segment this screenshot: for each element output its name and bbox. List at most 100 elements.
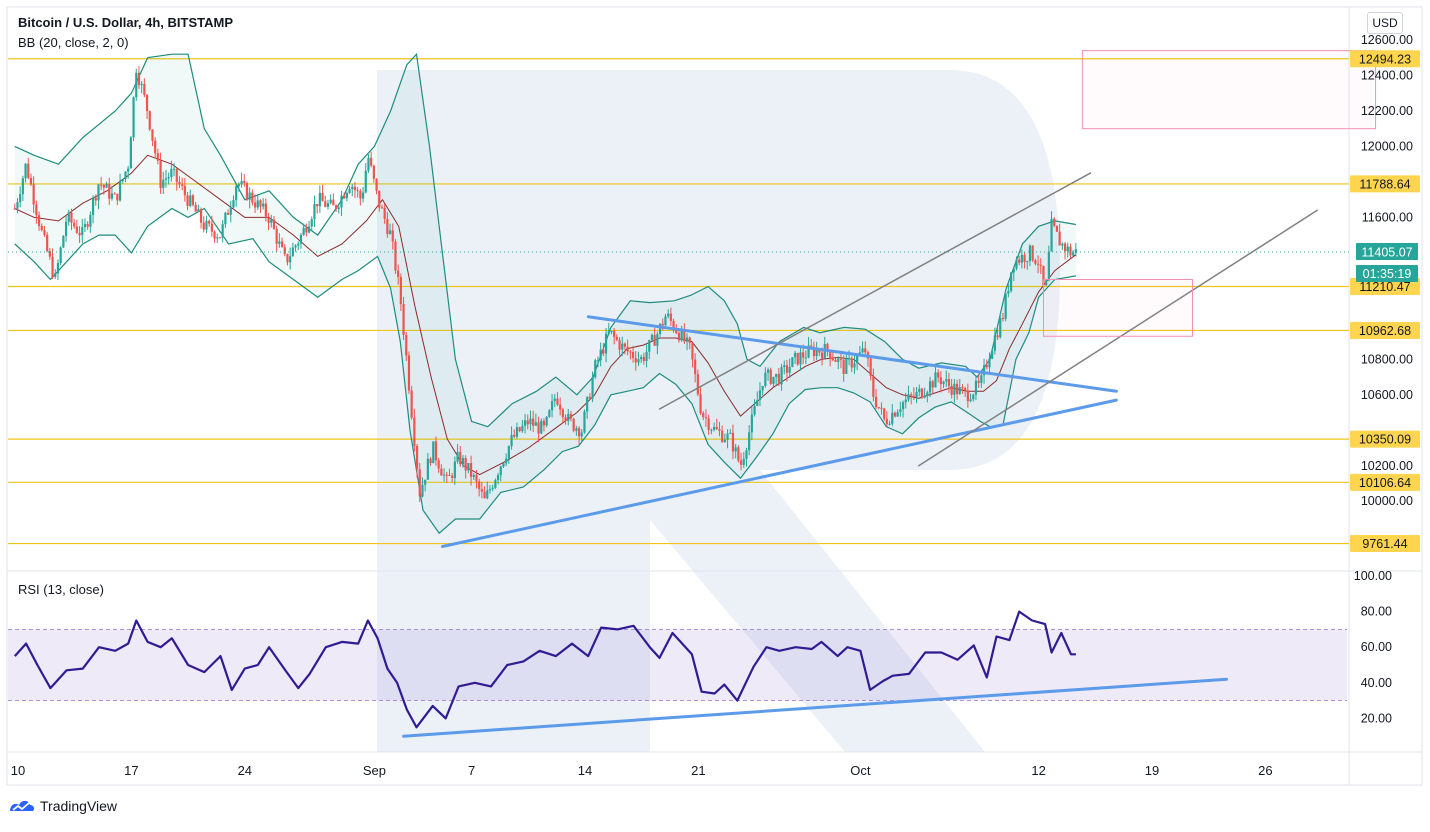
candle-body [372, 165, 375, 179]
candle-body [307, 226, 311, 233]
candle-body [923, 395, 926, 398]
candle-body [991, 350, 994, 359]
candle-body [853, 363, 856, 368]
candle-body [191, 195, 195, 205]
triangle-trendline-0[interactable] [586, 315, 1118, 393]
rsi-axis[interactable]: 100.00 80.00 60.00 40.00 20.00 [1354, 569, 1392, 725]
candle-body [629, 351, 632, 353]
candle-body [653, 334, 656, 346]
candle-body [553, 398, 556, 402]
candle-body [397, 270, 400, 277]
level-tag-label: 10962.68 [1359, 324, 1411, 338]
chart-title[interactable]: Bitcoin / U.S. Dollar, 4h, BITSTAMP [18, 15, 234, 30]
level-tag-label: 10350.09 [1359, 433, 1411, 447]
candle-body [561, 409, 564, 418]
candle-body [353, 186, 357, 191]
candle-body [475, 474, 478, 482]
candle-body [569, 413, 573, 419]
price-axis[interactable]: 12600.00 12400.00 12200.00 12000.00 11600.00… [1361, 33, 1413, 508]
level-tag-label: 11788.64 [1359, 177, 1410, 191]
candle-body [240, 181, 243, 185]
candle-body [494, 480, 497, 488]
candle-body [621, 343, 624, 350]
rsi-tick-label: 80.00 [1361, 605, 1392, 619]
candle-body [1066, 246, 1069, 252]
indicator-legend-bb[interactable]: BB (20, close, 2, 0) [18, 35, 129, 50]
rsi-trendline-0[interactable] [402, 677, 1229, 738]
channel-line-2[interactable] [658, 172, 1092, 410]
candle-body [162, 179, 165, 188]
candle-body [267, 216, 270, 223]
candle-body [1012, 268, 1015, 273]
indicator-legend-rsi[interactable]: RSI (13, close) [18, 582, 104, 597]
time-axis[interactable]: 10 17 24 Sep 7 14 21 Oct 12 19 26 [11, 763, 1273, 778]
candle-body [256, 200, 259, 208]
candle-body [769, 369, 772, 384]
candle-body [915, 391, 918, 398]
candle-body [164, 178, 168, 180]
candle-body [712, 427, 716, 430]
candle-body [499, 466, 502, 476]
candle-body [964, 388, 967, 391]
candle-body [237, 184, 240, 187]
candle-body [523, 420, 527, 426]
candle-body [793, 352, 797, 358]
candle-body [1034, 260, 1037, 264]
candle-body [648, 340, 651, 352]
candle-body [764, 372, 767, 386]
target-box-1[interactable] [1042, 278, 1193, 337]
candle-body [302, 227, 305, 235]
candle-body [872, 375, 875, 397]
candle-body [226, 212, 230, 215]
tradingview-brand[interactable]: TradingView [8, 797, 117, 815]
candle-body [912, 395, 915, 398]
candle-body [588, 396, 591, 399]
candle-body [270, 219, 273, 223]
candle-body [329, 199, 332, 204]
candle-body [459, 451, 462, 465]
candle-body [386, 218, 389, 234]
candle-body [407, 355, 411, 391]
candle-body [178, 181, 181, 185]
triangle-trendline-1[interactable] [440, 398, 1118, 548]
candle-body [988, 358, 991, 368]
candle-body [129, 137, 132, 169]
target-boxes[interactable] [1042, 50, 1377, 337]
candle-body [310, 219, 313, 227]
time-tick-label: 17 [124, 763, 138, 778]
currency-button[interactable]: USD [1367, 12, 1403, 34]
candle-body [13, 208, 16, 210]
candle-body [391, 230, 394, 242]
trendlines[interactable] [402, 172, 1318, 738]
target-box-0[interactable] [1081, 50, 1377, 130]
candle-body [694, 359, 697, 375]
candle-body [1053, 218, 1056, 226]
candle-body [1004, 293, 1007, 319]
candle-body [667, 313, 670, 317]
candle-body [189, 195, 192, 206]
candle-body [248, 192, 251, 200]
candle-body [70, 212, 73, 223]
candle-body [783, 365, 786, 368]
candle-body [1007, 290, 1010, 294]
candle-body [40, 225, 43, 231]
level-tag [1350, 175, 1420, 193]
rsi-tick-label: 40.00 [1361, 676, 1392, 690]
candle-body [37, 215, 41, 226]
candle-body [216, 237, 219, 239]
candle-body [154, 140, 157, 154]
candle-body [1042, 265, 1045, 286]
candle-body [1072, 252, 1075, 256]
level-tag [1350, 535, 1420, 553]
price-tick-label: 10000.00 [1361, 494, 1413, 508]
candle-body [46, 234, 49, 252]
price-tick-label: 10800.00 [1361, 352, 1413, 366]
candle-body [788, 366, 791, 373]
candle-body [361, 192, 365, 199]
candle-body [1063, 243, 1067, 252]
channel-line-3[interactable] [917, 209, 1318, 467]
candle-body [502, 463, 505, 467]
candle-body [928, 381, 932, 393]
